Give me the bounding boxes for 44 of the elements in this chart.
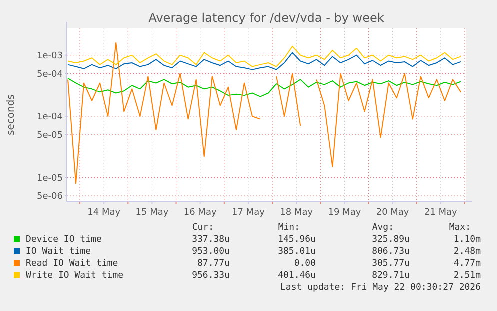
line-series — [68, 46, 462, 68]
legend-label: Device IO time — [26, 235, 102, 245]
line-series — [68, 52, 462, 70]
x-tick-label: 17 May — [232, 208, 266, 218]
text: Cur: — [192, 223, 214, 233]
x-tick-label: 19 May — [328, 208, 362, 218]
text: 1.10m — [454, 235, 481, 245]
x-tick-label: 18 May — [280, 208, 314, 218]
legend-label: Write IO Wait time — [26, 271, 124, 281]
text: 385.01u — [278, 247, 316, 257]
text: 4.77m — [454, 259, 481, 269]
x-tick-label: 14 May — [88, 208, 122, 218]
text: 337.38u — [192, 235, 230, 245]
text: 0.00 — [294, 259, 316, 269]
y-tick-label: 5e-04 — [37, 70, 64, 80]
legend-label: Read IO Wait time — [26, 259, 118, 269]
text: 145.96u — [278, 235, 316, 245]
y-axis-title: seconds — [6, 94, 17, 136]
y-tick-label: 5e-05 — [37, 131, 63, 142]
text: 2.51m — [454, 271, 481, 281]
x-tick-label: 16 May — [184, 208, 218, 218]
legend-label: IO Wait time — [26, 247, 92, 257]
text: 829.71u — [372, 271, 410, 281]
y-tick-label: 1e-04 — [37, 112, 64, 123]
x-tick-label: 20 May — [376, 208, 410, 218]
text: 325.89u — [372, 235, 410, 245]
y-tick-label: 1e-03 — [37, 51, 63, 62]
text: Min: — [278, 223, 300, 233]
text: Max: — [449, 223, 471, 233]
chart-title: Average latency for /dev/vda - by week — [148, 11, 384, 25]
text: 956.33u — [192, 271, 230, 281]
text: Avg: — [372, 223, 394, 233]
text: 87.77u — [197, 259, 230, 269]
x-tick-label: 15 May — [136, 208, 170, 218]
y-tick-label: 1e-05 — [37, 174, 63, 184]
x-tick-label: 21 May — [424, 208, 458, 218]
text: 953.00u — [192, 247, 230, 257]
text: 806.73u — [372, 247, 410, 257]
line-series — [68, 78, 462, 98]
text: Last update: Fri May 22 00:30:27 2026 — [280, 283, 481, 293]
text: 305.77u — [372, 259, 410, 269]
y-tick-label: 5e-06 — [37, 192, 64, 202]
text: 401.46u — [278, 271, 316, 281]
text: 2.48m — [454, 247, 481, 257]
